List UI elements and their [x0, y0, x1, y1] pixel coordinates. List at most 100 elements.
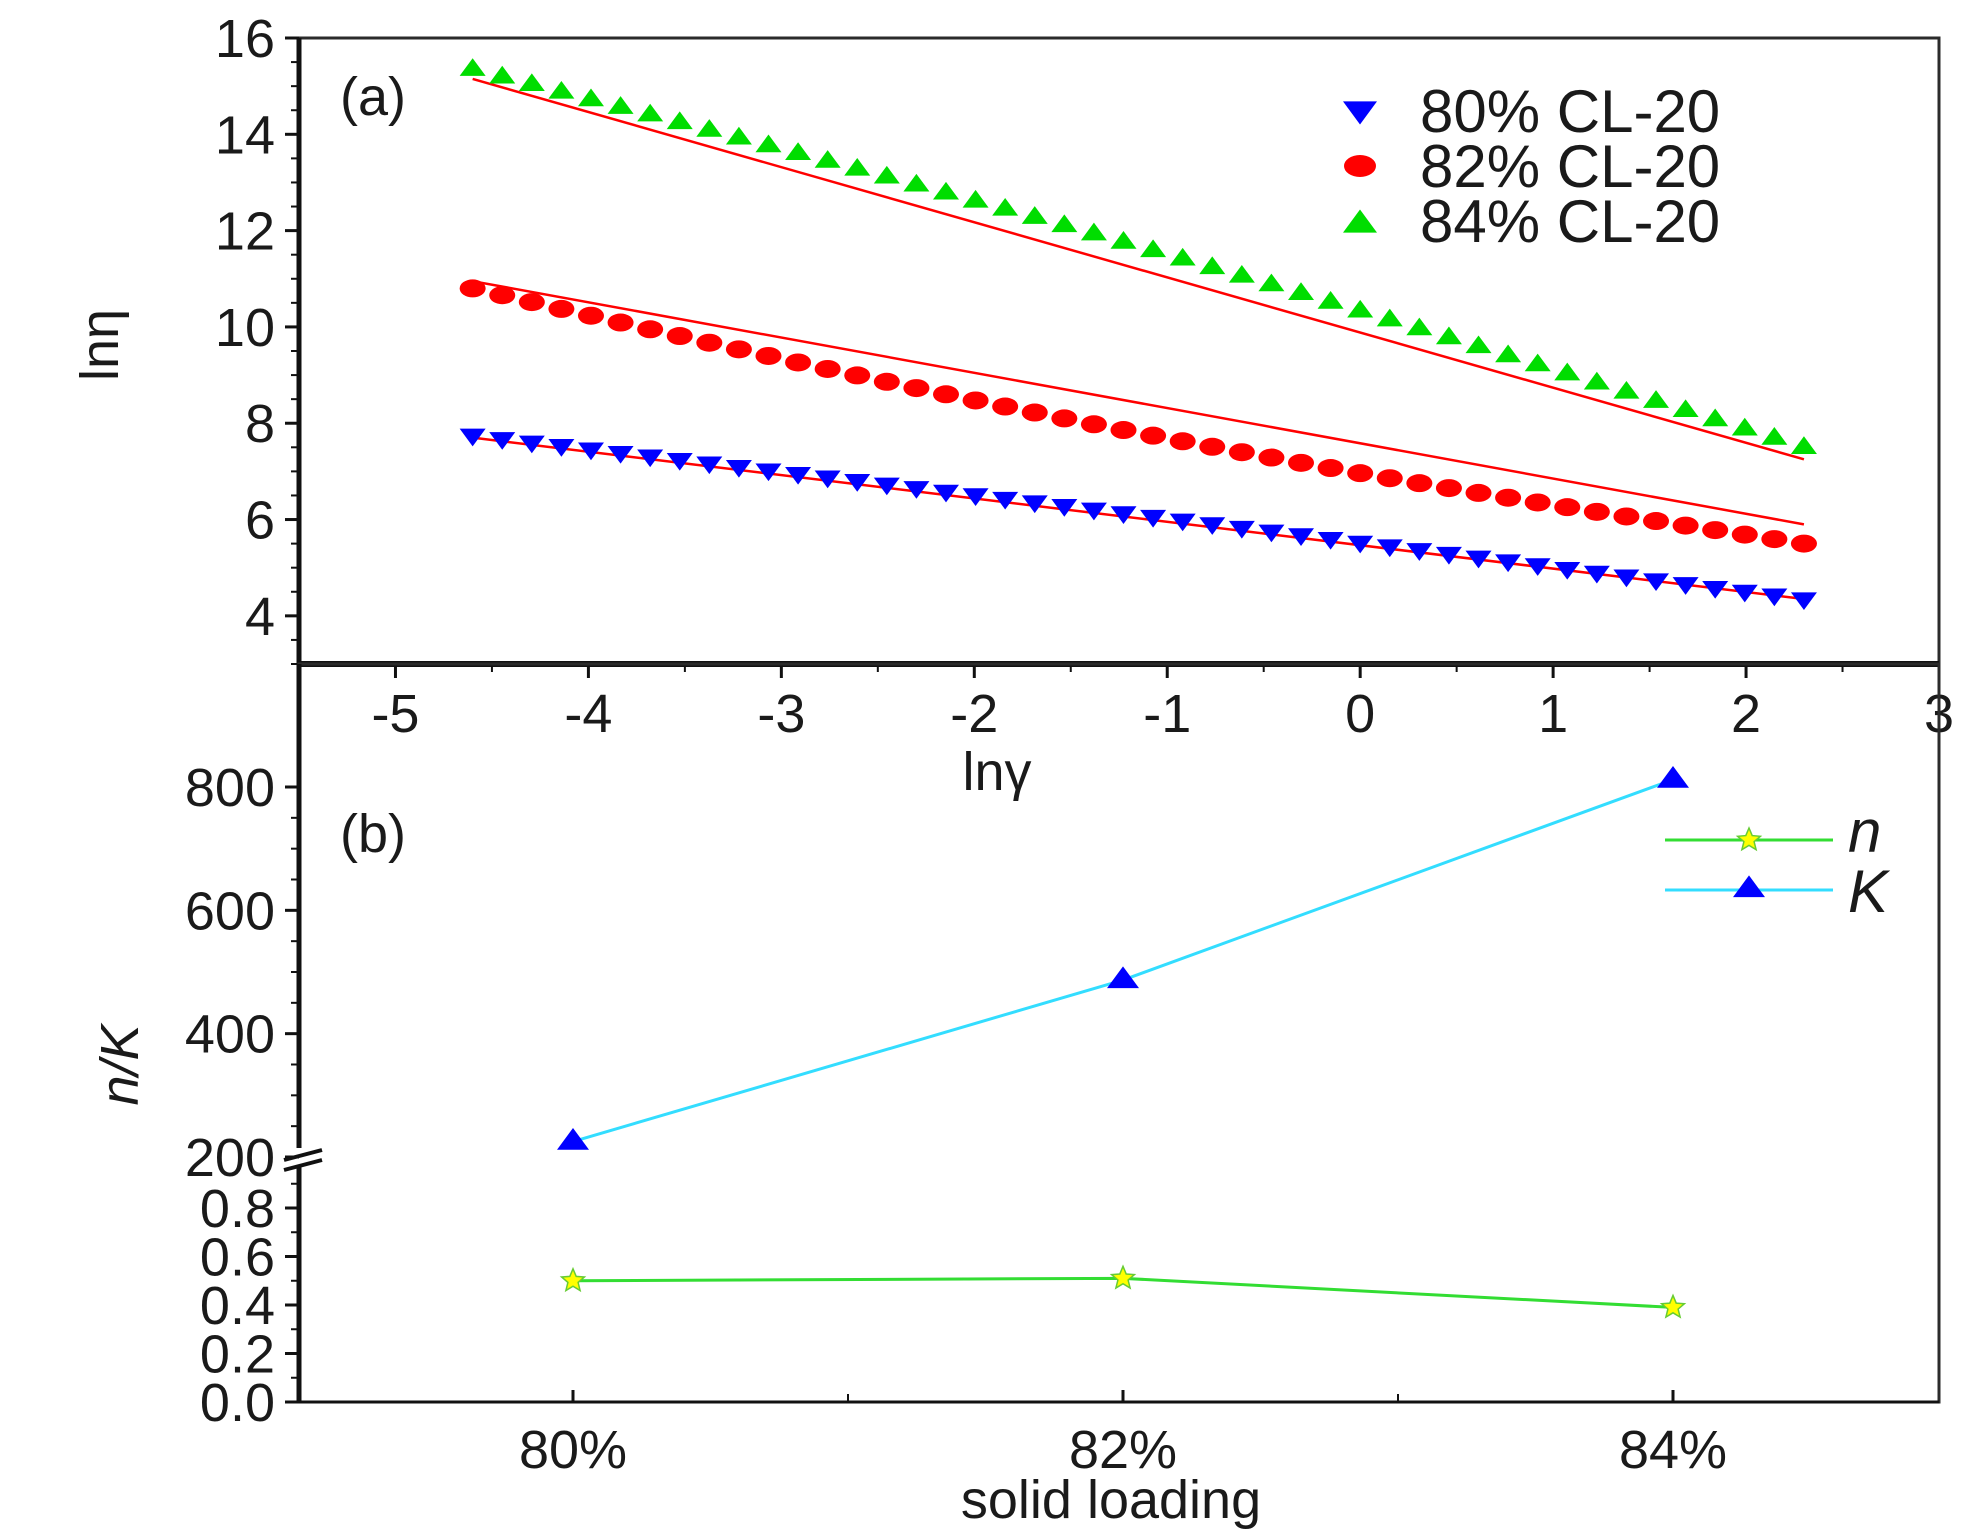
y-tick-label: 6 — [245, 491, 275, 551]
data-point — [1613, 569, 1640, 588]
y-tick-label: 10 — [215, 298, 275, 358]
series-line-k — [572, 778, 1674, 1144]
data-point — [1731, 584, 1758, 603]
data-point — [1228, 520, 1255, 539]
data-point — [548, 439, 575, 457]
data-point — [1435, 546, 1462, 565]
y-tick-label: 400 — [185, 1005, 275, 1065]
data-point-n — [1659, 1293, 1687, 1319]
data-point — [1761, 427, 1788, 445]
data-point — [1228, 264, 1255, 283]
data-point — [992, 397, 1019, 416]
x-tick-label: -4 — [564, 684, 612, 744]
data-point — [1110, 506, 1137, 524]
data-point — [785, 353, 812, 372]
data-point — [607, 446, 634, 464]
data-point — [1080, 415, 1107, 434]
data-point — [1376, 308, 1403, 327]
data-point — [1524, 353, 1551, 372]
data-point — [1021, 206, 1048, 224]
panel-b-y-ticks: 200 400 600 800 0.00.20.40.60.8 — [185, 758, 299, 1433]
legend-marker-n — [1735, 826, 1763, 852]
data-point — [1702, 580, 1729, 599]
data-point — [1554, 362, 1581, 381]
legend-marker-82 — [1344, 155, 1376, 177]
data-point — [903, 173, 930, 192]
data-point — [1347, 535, 1374, 554]
data-point — [844, 157, 871, 176]
data-point — [637, 449, 664, 468]
data-point — [1495, 488, 1522, 507]
data-point — [1288, 282, 1315, 300]
panel-a-label: (a) — [340, 67, 406, 127]
data-point — [1051, 409, 1078, 428]
data-point — [873, 165, 900, 184]
data-point — [1790, 534, 1817, 553]
panel-b-legend: n K — [1665, 798, 1891, 925]
data-point-n — [559, 1266, 587, 1293]
legend-marker-k — [1733, 875, 1765, 898]
data-point — [1406, 317, 1433, 336]
data-point — [1199, 437, 1226, 456]
data-point — [844, 474, 871, 492]
data-point — [962, 391, 989, 410]
data-point — [1347, 464, 1374, 483]
data-point — [459, 58, 486, 76]
data-point — [1702, 408, 1729, 427]
data-point — [666, 327, 693, 346]
data-point — [1435, 326, 1462, 345]
legend-label-k: K — [1848, 858, 1891, 925]
data-point — [814, 470, 841, 489]
y-tick-label: 14 — [215, 105, 275, 165]
data-point — [932, 484, 959, 503]
data-point — [1051, 499, 1078, 517]
y-tick-label: 12 — [215, 202, 275, 262]
data-point — [1465, 483, 1492, 502]
panel-b-series-lines — [572, 778, 1674, 1309]
data-point — [903, 379, 930, 398]
data-point — [1110, 421, 1137, 440]
data-point — [489, 286, 516, 305]
data-point — [1228, 443, 1255, 462]
x-tick-label: 2 — [1731, 684, 1761, 744]
data-point — [696, 456, 723, 475]
data-point — [577, 442, 604, 461]
data-point — [1554, 561, 1581, 580]
data-point — [518, 293, 545, 312]
data-point — [1140, 426, 1167, 445]
y-tick-label: 800 — [185, 758, 275, 818]
y-tick-label: 0.0 — [200, 1373, 275, 1433]
data-point — [1643, 512, 1670, 531]
legend-marker-84 — [1343, 209, 1377, 233]
legend-marker-80 — [1343, 101, 1377, 125]
data-point — [1140, 509, 1167, 528]
x-tick-label: 82% — [1069, 1420, 1177, 1480]
data-point — [1317, 531, 1344, 550]
panel-a-data-points — [459, 58, 1817, 611]
data-point — [1790, 436, 1817, 454]
data-point — [1672, 516, 1699, 535]
data-point — [1051, 214, 1078, 233]
data-point — [1258, 524, 1285, 543]
data-point — [785, 466, 812, 485]
data-point — [725, 340, 752, 359]
data-point — [1406, 543, 1433, 561]
data-point — [1761, 588, 1788, 607]
legend-label-84: 84% CL-20 — [1420, 188, 1720, 255]
y-tick-label: 0.2 — [200, 1325, 275, 1385]
data-point — [548, 80, 575, 99]
data-point — [814, 359, 841, 378]
data-point — [637, 103, 664, 122]
data-point — [755, 346, 782, 365]
fit-line — [472, 77, 1805, 461]
x-tick-label: 84% — [1619, 1420, 1727, 1480]
data-point — [1495, 344, 1522, 363]
data-point — [1080, 222, 1107, 241]
data-point — [1021, 403, 1048, 422]
data-point — [548, 299, 575, 318]
data-point — [755, 463, 782, 482]
data-point — [932, 181, 959, 200]
y-tick-label: 16 — [215, 9, 275, 69]
panel-b-data-points — [557, 766, 1689, 1319]
